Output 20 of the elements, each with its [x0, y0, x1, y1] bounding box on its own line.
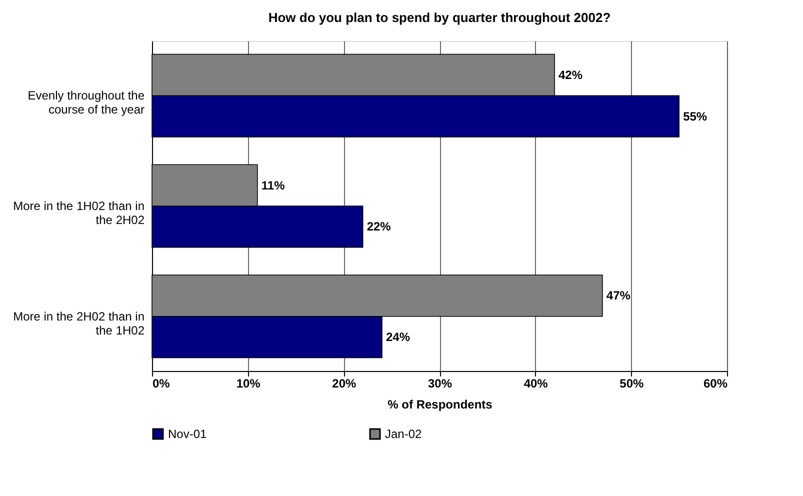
x-tick-label: 40% — [524, 376, 548, 390]
data-label: 42% — [558, 68, 583, 82]
x-axis-title: % of Respondents — [388, 398, 493, 412]
x-tick-label: 20% — [332, 376, 356, 390]
y-tick-label: More in the 2H02 than in the 1H02 — [13, 309, 145, 338]
chart-title: How do you plan to spend by quarter throughout 2002? — [268, 10, 611, 25]
x-tick-label: 60% — [703, 376, 728, 390]
data-label: 55% — [683, 109, 708, 124]
y-tick-label: More in the 1H02 than in the 2H02 — [13, 199, 145, 227]
y-tick-label: Evenly throughout the course of the year — [28, 88, 145, 117]
data-label: 47% — [606, 288, 631, 303]
legend-label: Nov-01 — [168, 427, 208, 441]
data-label: 22% — [366, 220, 392, 234]
x-tick-label: 50% — [620, 376, 644, 390]
data-label: 24% — [386, 330, 410, 344]
legend-label: Jan-02 — [385, 427, 422, 441]
x-tick-label: 0% — [152, 376, 170, 390]
x-tick-label: 30% — [428, 376, 452, 390]
data-label: 11% — [261, 178, 286, 192]
x-tick-label: 10% — [236, 376, 261, 390]
